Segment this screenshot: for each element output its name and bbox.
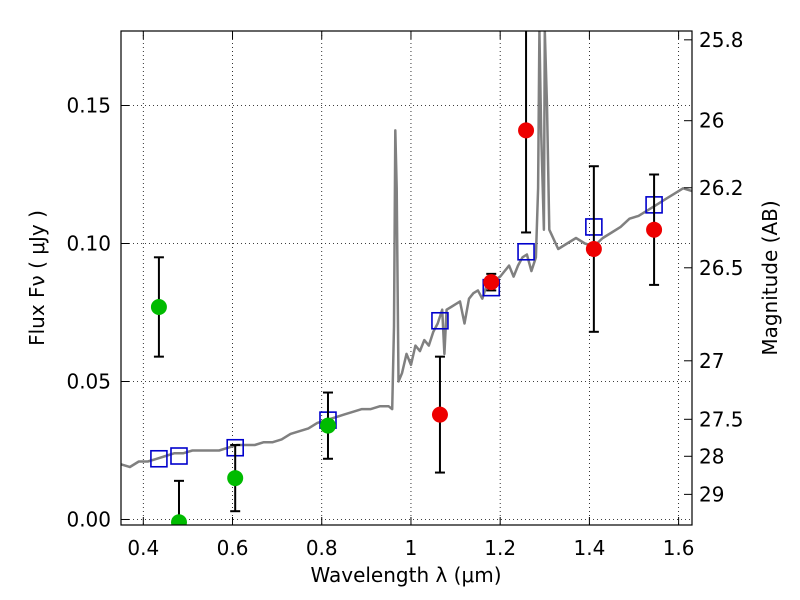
- photometry-point: [518, 122, 535, 139]
- tick-layer: [121, 31, 692, 525]
- y-axis-right-label: Magnitude (AB): [758, 200, 782, 355]
- model-square: [517, 242, 535, 261]
- x-axis-label: Wavelength λ (μm): [310, 563, 501, 587]
- photometry-point: [431, 406, 448, 423]
- x-tick-label: 1.6: [663, 536, 695, 560]
- y-axis-label: Flux Fν ( μJy ): [25, 210, 49, 346]
- mag-tick-label: 27.5: [699, 407, 744, 431]
- spectrum-line: [121, 31, 692, 469]
- photometry-point: [646, 221, 663, 238]
- mag-tick-label: 27: [699, 349, 724, 373]
- x-tick-label: 1.2: [484, 536, 516, 560]
- x-tick-label: 1.4: [573, 536, 605, 560]
- y-tick-label: 0.00: [66, 507, 111, 531]
- label-layer: 0.4 0.6 0.8 1 1.2 1.4 1.6 0.00 0.05 0.10 0.15 25.8 2…: [66, 28, 743, 560]
- mag-tick-label: 26.5: [699, 256, 744, 280]
- mag-tick-label: 26.2: [699, 176, 744, 200]
- model-square: [170, 447, 188, 465]
- x-tick-label: 0.8: [306, 536, 338, 560]
- photometry-point: [585, 241, 602, 258]
- y-tick-label: 0.10: [66, 232, 111, 256]
- mag-tick-label: 26: [699, 109, 724, 133]
- x-tick-label: 0.4: [127, 536, 159, 560]
- y-tick-label: 0.05: [66, 369, 111, 393]
- photometry-point: [170, 514, 187, 525]
- data-layer: [121, 31, 692, 525]
- x-tick-label: 0.6: [217, 536, 249, 560]
- plot-frame: [120, 30, 693, 526]
- mag-tick-label: 28: [699, 444, 724, 468]
- model-square: [150, 449, 168, 468]
- y-tick-label: 0.15: [66, 94, 111, 118]
- photometry-point: [227, 470, 244, 487]
- photometry-point: [483, 274, 500, 291]
- mag-tick-label: 29: [699, 482, 724, 506]
- mag-tick-label: 25.8: [699, 28, 744, 52]
- photometry-point: [319, 417, 336, 434]
- photometry-point: [150, 298, 167, 315]
- x-tick-label: 1: [405, 536, 418, 560]
- model-square: [431, 311, 449, 330]
